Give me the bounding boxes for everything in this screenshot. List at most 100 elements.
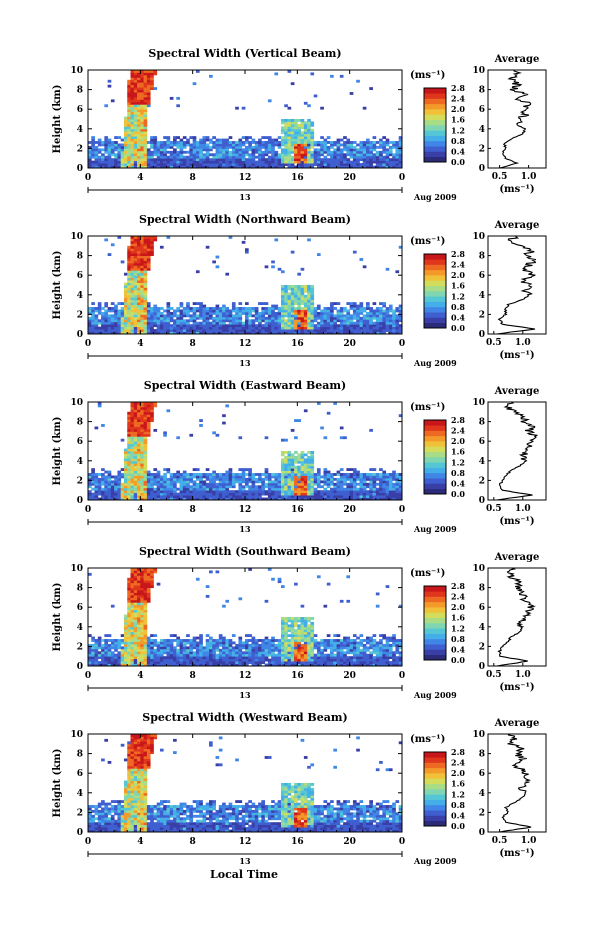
x-tick-label: 0 <box>85 505 91 515</box>
heatmap-cell <box>195 141 200 144</box>
heatmap-cell <box>173 487 177 491</box>
heatmap-cell <box>123 492 128 496</box>
heatmap-cell <box>228 314 233 318</box>
heatmap-cell <box>140 477 144 481</box>
heatmap-cell <box>385 329 390 332</box>
heatmap-cell <box>143 87 148 90</box>
heatmap-cell <box>245 248 249 252</box>
heatmap-cell <box>127 624 131 628</box>
heatmap-cell <box>372 468 377 471</box>
heatmap-cell <box>176 319 180 323</box>
heatmap-cell <box>362 319 367 323</box>
heatmap-cell <box>97 473 102 476</box>
heatmap-cell <box>153 468 158 471</box>
heatmap-cell <box>123 299 128 303</box>
heatmap-cell <box>130 270 135 274</box>
heatmap-cell <box>382 309 387 313</box>
heatmap-cell <box>222 473 226 476</box>
heatmap-cell <box>339 158 344 162</box>
heatmap-cell <box>110 641 115 645</box>
heatmap-cell <box>238 319 243 323</box>
heatmap-cell <box>130 87 135 90</box>
heatmap-cell <box>104 639 109 642</box>
heatmap-cell <box>320 480 324 484</box>
heatmap-cell <box>251 309 256 313</box>
heatmap-cell <box>101 155 105 159</box>
heatmap-cell <box>235 316 239 320</box>
heatmap-cell <box>212 158 216 162</box>
heatmap-cell <box>137 453 141 457</box>
heatmap-cell <box>254 163 259 166</box>
heatmap-cell <box>349 495 354 498</box>
heatmap-cell <box>146 636 151 640</box>
heatmap-cell <box>287 314 292 318</box>
heatmap-cell <box>110 485 115 489</box>
heatmap-cell <box>307 155 311 159</box>
heatmap-cell <box>398 155 403 159</box>
heatmap-cell <box>362 165 367 169</box>
heatmap-cell <box>258 314 262 318</box>
heatmap-cell <box>123 319 128 323</box>
heatmap-cell <box>310 331 315 335</box>
heatmap-cell <box>333 326 337 330</box>
heatmap-cell <box>248 136 252 139</box>
heatmap-cell <box>94 651 99 655</box>
heatmap-cell <box>114 148 118 152</box>
heatmap-cell <box>107 253 112 256</box>
heatmap-cell <box>277 309 282 313</box>
heatmap-cell <box>133 402 138 405</box>
heatmap-cell <box>326 145 331 149</box>
heatmap-cell <box>385 321 390 325</box>
heatmap-cell <box>127 87 131 90</box>
heatmap-cell <box>395 319 400 323</box>
heatmap-cell <box>169 653 174 657</box>
heatmap-cell <box>127 262 131 266</box>
heatmap-cell <box>245 250 249 254</box>
heatmap-cell <box>107 163 112 166</box>
heatmap-cell <box>123 150 128 154</box>
heatmap-cell <box>101 165 105 169</box>
heatmap-cell <box>137 285 141 288</box>
heatmap-cell <box>195 143 200 147</box>
heatmap-cell <box>163 651 167 655</box>
heatmap-cell <box>290 468 295 471</box>
heatmap-cell <box>307 304 311 308</box>
heatmap-cell <box>110 321 115 325</box>
heatmap-cell <box>231 480 236 484</box>
heatmap-cell <box>137 321 141 325</box>
heatmap-cell <box>140 607 144 611</box>
heatmap-cell <box>346 482 351 486</box>
heatmap-cell <box>189 480 194 484</box>
heatmap-cell <box>176 155 180 159</box>
heatmap-cell <box>137 270 141 274</box>
heatmap-cell <box>287 155 292 159</box>
heatmap-cell <box>130 653 135 657</box>
heatmap-cell <box>385 311 390 315</box>
heatmap-cell <box>333 302 337 305</box>
heatmap-cell <box>287 299 292 303</box>
heatmap-cell <box>222 304 226 308</box>
heatmap-cell <box>140 599 144 603</box>
heatmap-cell <box>133 436 138 440</box>
heatmap-cell <box>352 148 357 152</box>
heatmap-cell <box>123 621 128 625</box>
heatmap-cell <box>398 497 403 501</box>
heatmap-cell <box>274 326 279 330</box>
heatmap-cell <box>133 292 138 296</box>
heatmap-cell <box>349 316 354 320</box>
heatmap-cell <box>395 158 400 162</box>
heatmap-cell <box>117 324 122 328</box>
heatmap-cell <box>205 150 210 154</box>
heatmap-cell <box>320 163 324 166</box>
heatmap-cell <box>280 495 285 498</box>
heatmap-cell <box>101 663 105 667</box>
heatmap-cell <box>182 475 187 479</box>
heatmap-cell <box>280 299 285 303</box>
heatmap-cell <box>140 114 144 117</box>
heatmap-cell <box>137 604 141 608</box>
heatmap-cell <box>146 592 151 596</box>
heatmap-cell <box>189 477 194 481</box>
heatmap-cell <box>91 653 95 657</box>
heatmap-cell <box>143 150 148 154</box>
heatmap-cell <box>323 143 328 147</box>
